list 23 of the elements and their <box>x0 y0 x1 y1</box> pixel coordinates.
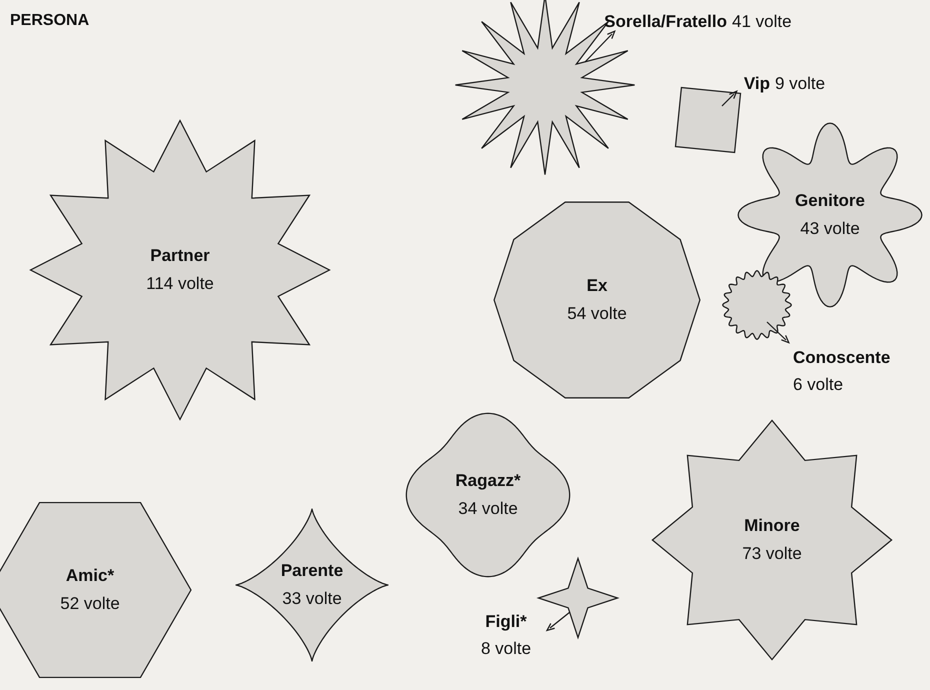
category-label: Conoscente <box>793 348 890 367</box>
data-label: 33 volte <box>282 589 342 608</box>
category-label: Genitore <box>795 191 865 210</box>
data-label: 54 volte <box>567 304 627 323</box>
data-label: 41 volte <box>732 12 792 31</box>
data-label: 114 volte <box>146 274 214 293</box>
data-label: 9 volte <box>775 74 826 93</box>
category-label: Ex <box>586 276 608 295</box>
category-label: Figli* <box>485 612 528 631</box>
category-label: Minore <box>744 516 800 535</box>
category-label: Parente <box>280 561 344 580</box>
category-label: Partner <box>150 246 210 265</box>
data-label: 43 volte <box>800 219 860 238</box>
category-label: Vip <box>744 74 770 93</box>
data-label: 73 volte <box>742 544 802 563</box>
category-label: Ragazz* <box>455 471 521 490</box>
data-label: 6 volte <box>793 375 844 394</box>
category-label: Sorella/Fratello <box>604 12 727 31</box>
text: PERSONA <box>10 12 90 29</box>
data-label: 34 volte <box>458 499 518 518</box>
data-label: 8 volte <box>480 639 532 658</box>
data-label: 52 volte <box>60 594 120 613</box>
category-label: Amic* <box>66 566 114 585</box>
